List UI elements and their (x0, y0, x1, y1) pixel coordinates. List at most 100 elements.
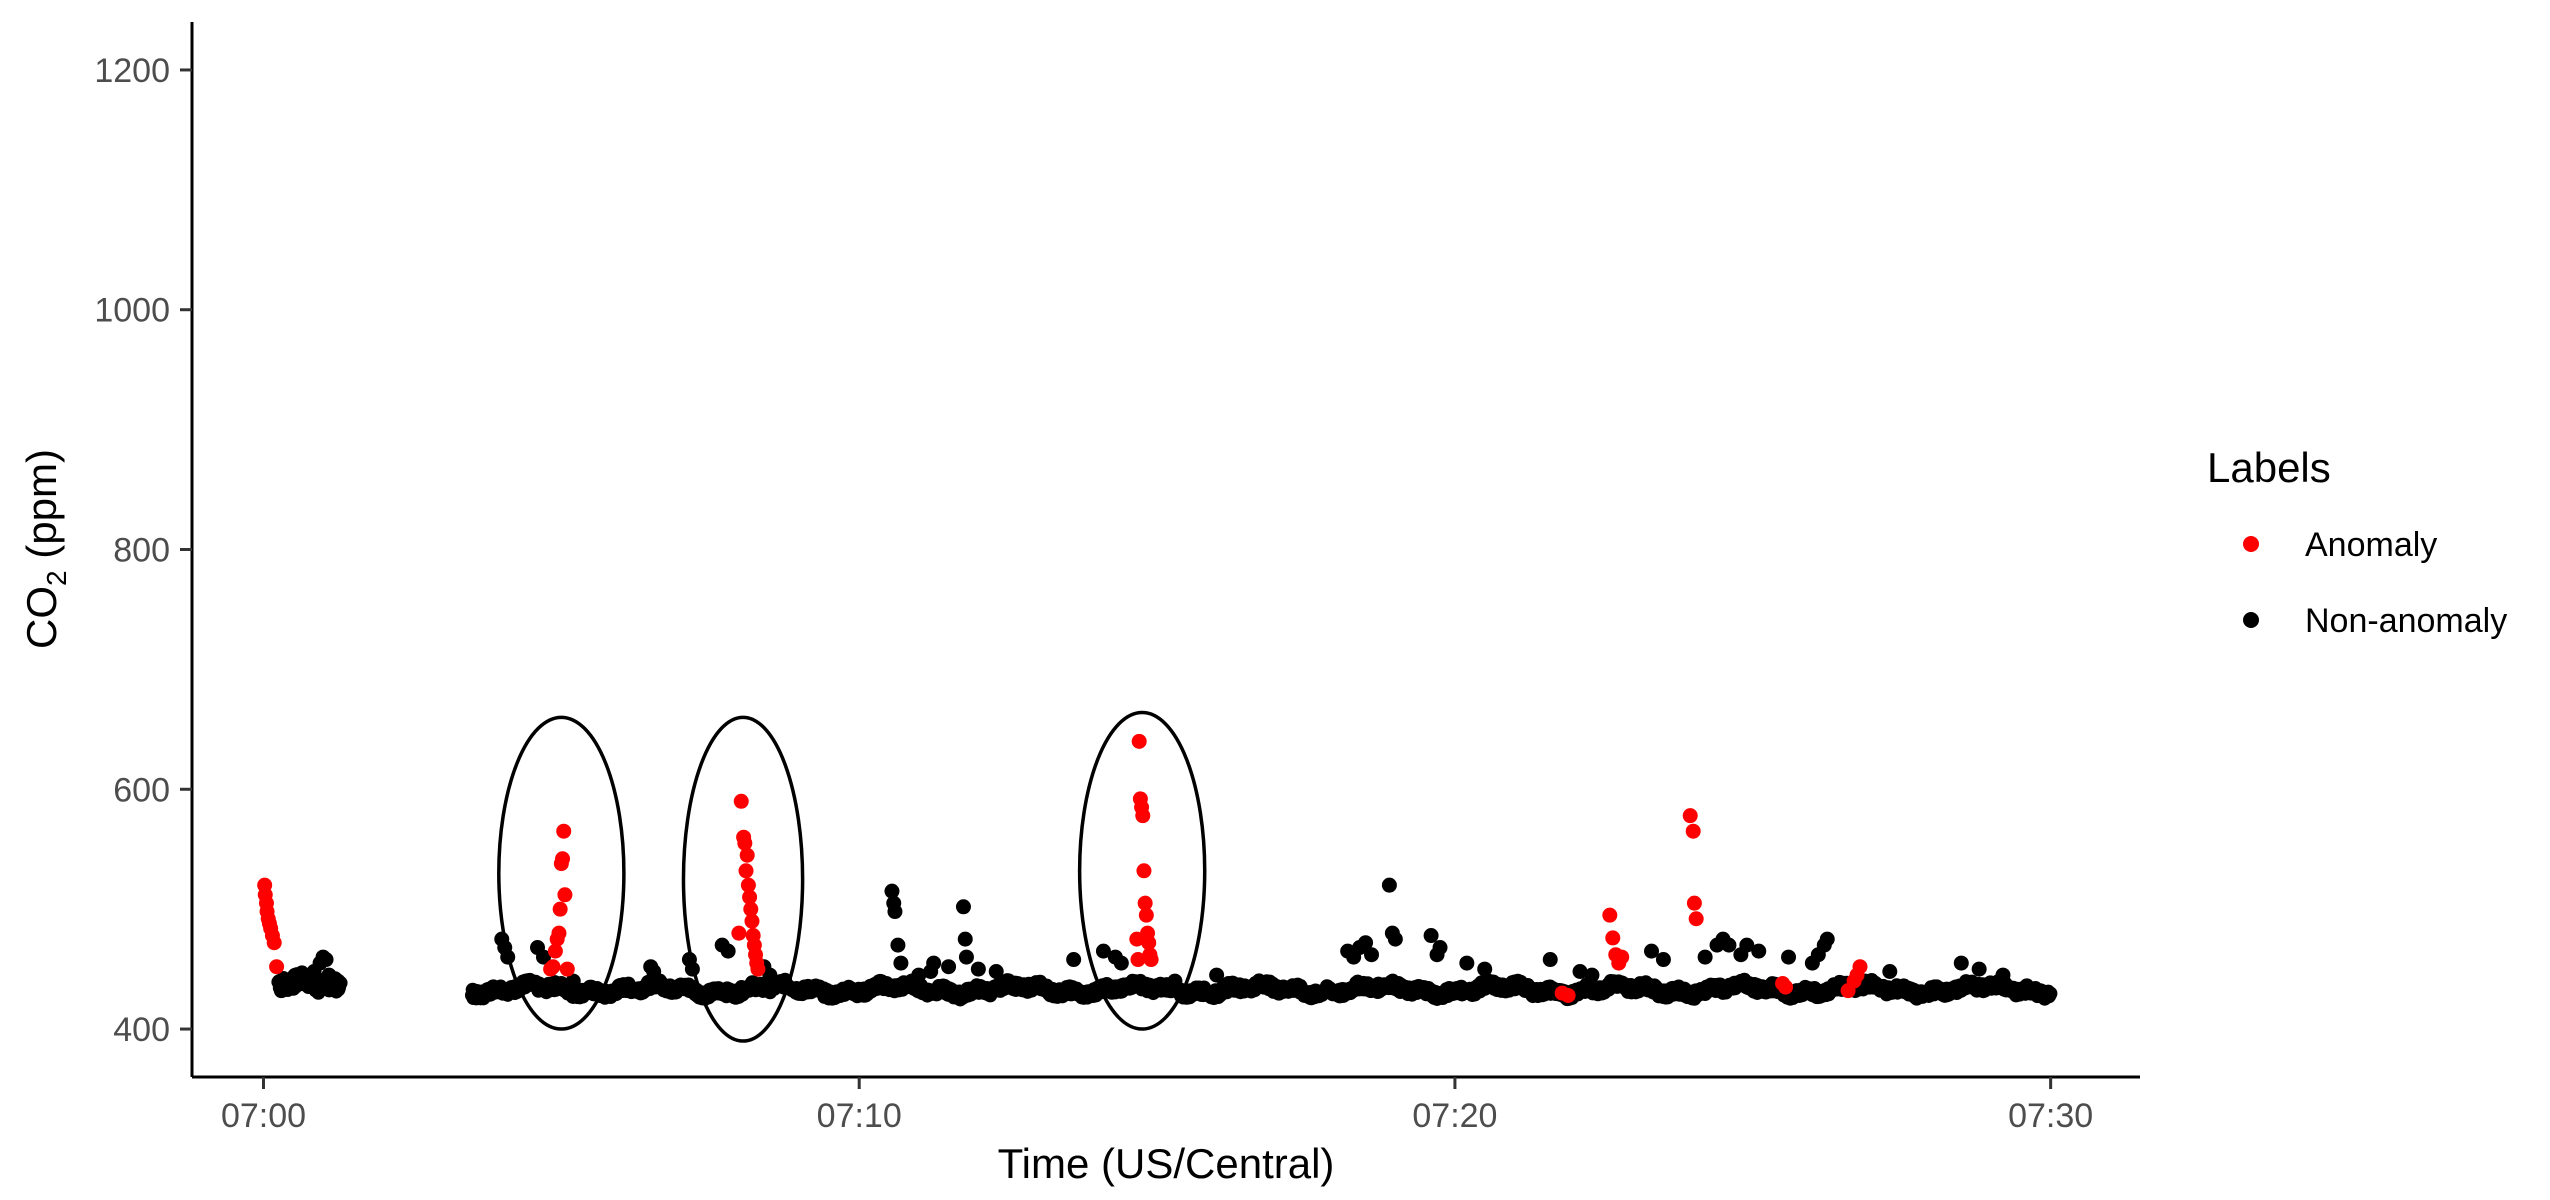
y-tick-label: 1000 (94, 292, 170, 330)
point-anomaly (1138, 907, 1154, 923)
point-non-anomaly (988, 964, 1004, 979)
point-anomaly (740, 877, 756, 893)
legend-label-non-anomaly: Non-anomaly (2305, 602, 2507, 640)
point-non-anomaly (297, 973, 313, 989)
point-non-anomaly (535, 949, 551, 965)
point-non-anomaly (887, 904, 903, 920)
point-non-anomaly (941, 959, 957, 975)
y-axis-title: CO2 (ppm) (18, 449, 72, 649)
point-anomaly (1137, 895, 1153, 911)
legend-title: Labels (2207, 444, 2331, 491)
point-non-anomaly (646, 964, 662, 979)
point-non-anomaly (1739, 937, 1755, 953)
point-non-anomaly (957, 931, 973, 947)
highlight-ellipse (497, 715, 626, 1031)
point-non-anomaly (565, 973, 581, 989)
point-non-anomaly (762, 967, 778, 983)
point-non-anomaly (1882, 964, 1898, 979)
point-non-anomaly (958, 949, 974, 965)
point-non-anomaly (2019, 978, 2035, 994)
legend: Labels Anomaly Non-anomaly (2207, 444, 2507, 640)
point-anomaly (731, 925, 747, 941)
y-axis-title-main: CO (18, 586, 65, 649)
y-tick-label: 1200 (94, 52, 170, 90)
point-non-anomaly (1584, 967, 1600, 983)
point-anomaly (1852, 959, 1868, 975)
point-anomaly (744, 913, 760, 929)
point-non-anomaly (1572, 964, 1588, 979)
point-non-anomaly (273, 983, 289, 999)
point-anomaly (1135, 808, 1151, 824)
point-non-anomaly (285, 978, 301, 994)
point-non-anomaly (1358, 935, 1374, 951)
point-anomaly (743, 901, 759, 917)
x-axis-title: Time (US/Central) (998, 1140, 1335, 1187)
point-anomaly (1682, 808, 1698, 824)
point-anomaly (1685, 823, 1701, 839)
legend-key-non-anomaly (2243, 612, 2259, 628)
point-non-anomaly (1113, 955, 1129, 971)
point-anomaly (1130, 952, 1146, 968)
point-anomaly (1778, 979, 1794, 995)
point-non-anomaly (1095, 943, 1111, 959)
point-non-anomaly (1697, 949, 1713, 965)
point-non-anomaly (2037, 987, 2053, 1003)
point-non-anomaly (330, 973, 346, 989)
point-anomaly (737, 835, 753, 851)
point-non-anomaly (1644, 943, 1660, 959)
point-anomaly (750, 961, 766, 977)
legend-label-anomaly: Anomaly (2305, 526, 2437, 564)
x-tick-label: 07:10 (817, 1097, 902, 1135)
point-non-anomaly (890, 937, 906, 953)
point-non-anomaly (1209, 967, 1225, 983)
point-non-anomaly (1781, 949, 1797, 965)
point-anomaly (1136, 863, 1152, 879)
point-anomaly (552, 901, 568, 917)
point-anomaly (269, 959, 285, 975)
point-non-anomaly (1459, 955, 1475, 971)
point-non-anomaly (1066, 952, 1082, 968)
point-non-anomaly (1542, 952, 1558, 968)
point-non-anomaly (1423, 928, 1439, 944)
point-anomaly (738, 863, 754, 879)
point-non-anomaly (926, 955, 942, 971)
point-anomaly (1602, 907, 1618, 923)
x-tick-label: 07:30 (2008, 1097, 2093, 1135)
y-axis-title-unit: (ppm) (18, 449, 65, 570)
point-non-anomaly (1995, 967, 2011, 983)
legend-key-anomaly (2243, 536, 2259, 552)
point-non-anomaly (1167, 973, 1183, 989)
y-tick-label: 600 (113, 771, 170, 809)
point-anomaly (266, 935, 282, 951)
highlight-ellipse (1077, 710, 1207, 1031)
point-anomaly (545, 959, 561, 975)
point-non-anomaly (1381, 877, 1397, 893)
point-non-anomaly (1221, 975, 1237, 991)
point-anomaly (556, 823, 572, 839)
point-non-anomaly (1655, 952, 1671, 968)
point-non-anomaly (1971, 961, 1987, 977)
highlight-ellipse (681, 715, 805, 1043)
point-anomaly (1688, 911, 1704, 927)
point-anomaly (1686, 895, 1702, 911)
point-anomaly (1560, 987, 1576, 1003)
point-non-anomaly (911, 967, 927, 983)
point-non-anomaly (1432, 940, 1448, 956)
points-layer (257, 733, 2058, 1007)
annotations-layer (497, 710, 1207, 1043)
point-non-anomaly (970, 961, 986, 977)
y-tick-label: 800 (113, 532, 170, 570)
point-anomaly (1129, 931, 1145, 947)
x-tick-label: 07:20 (1412, 1097, 1497, 1135)
point-anomaly (733, 793, 749, 809)
point-anomaly (551, 925, 567, 941)
point-non-anomaly (1387, 931, 1403, 947)
y-ticks: 400 600 800 1000 1200 (94, 52, 192, 1049)
point-non-anomaly (1751, 943, 1767, 959)
point-non-anomaly (884, 883, 900, 899)
point-anomaly (547, 943, 563, 959)
x-ticks: 07:00 07:10 07:20 07:30 (221, 1077, 2093, 1135)
point-anomaly (555, 851, 571, 867)
point-anomaly (557, 887, 573, 903)
